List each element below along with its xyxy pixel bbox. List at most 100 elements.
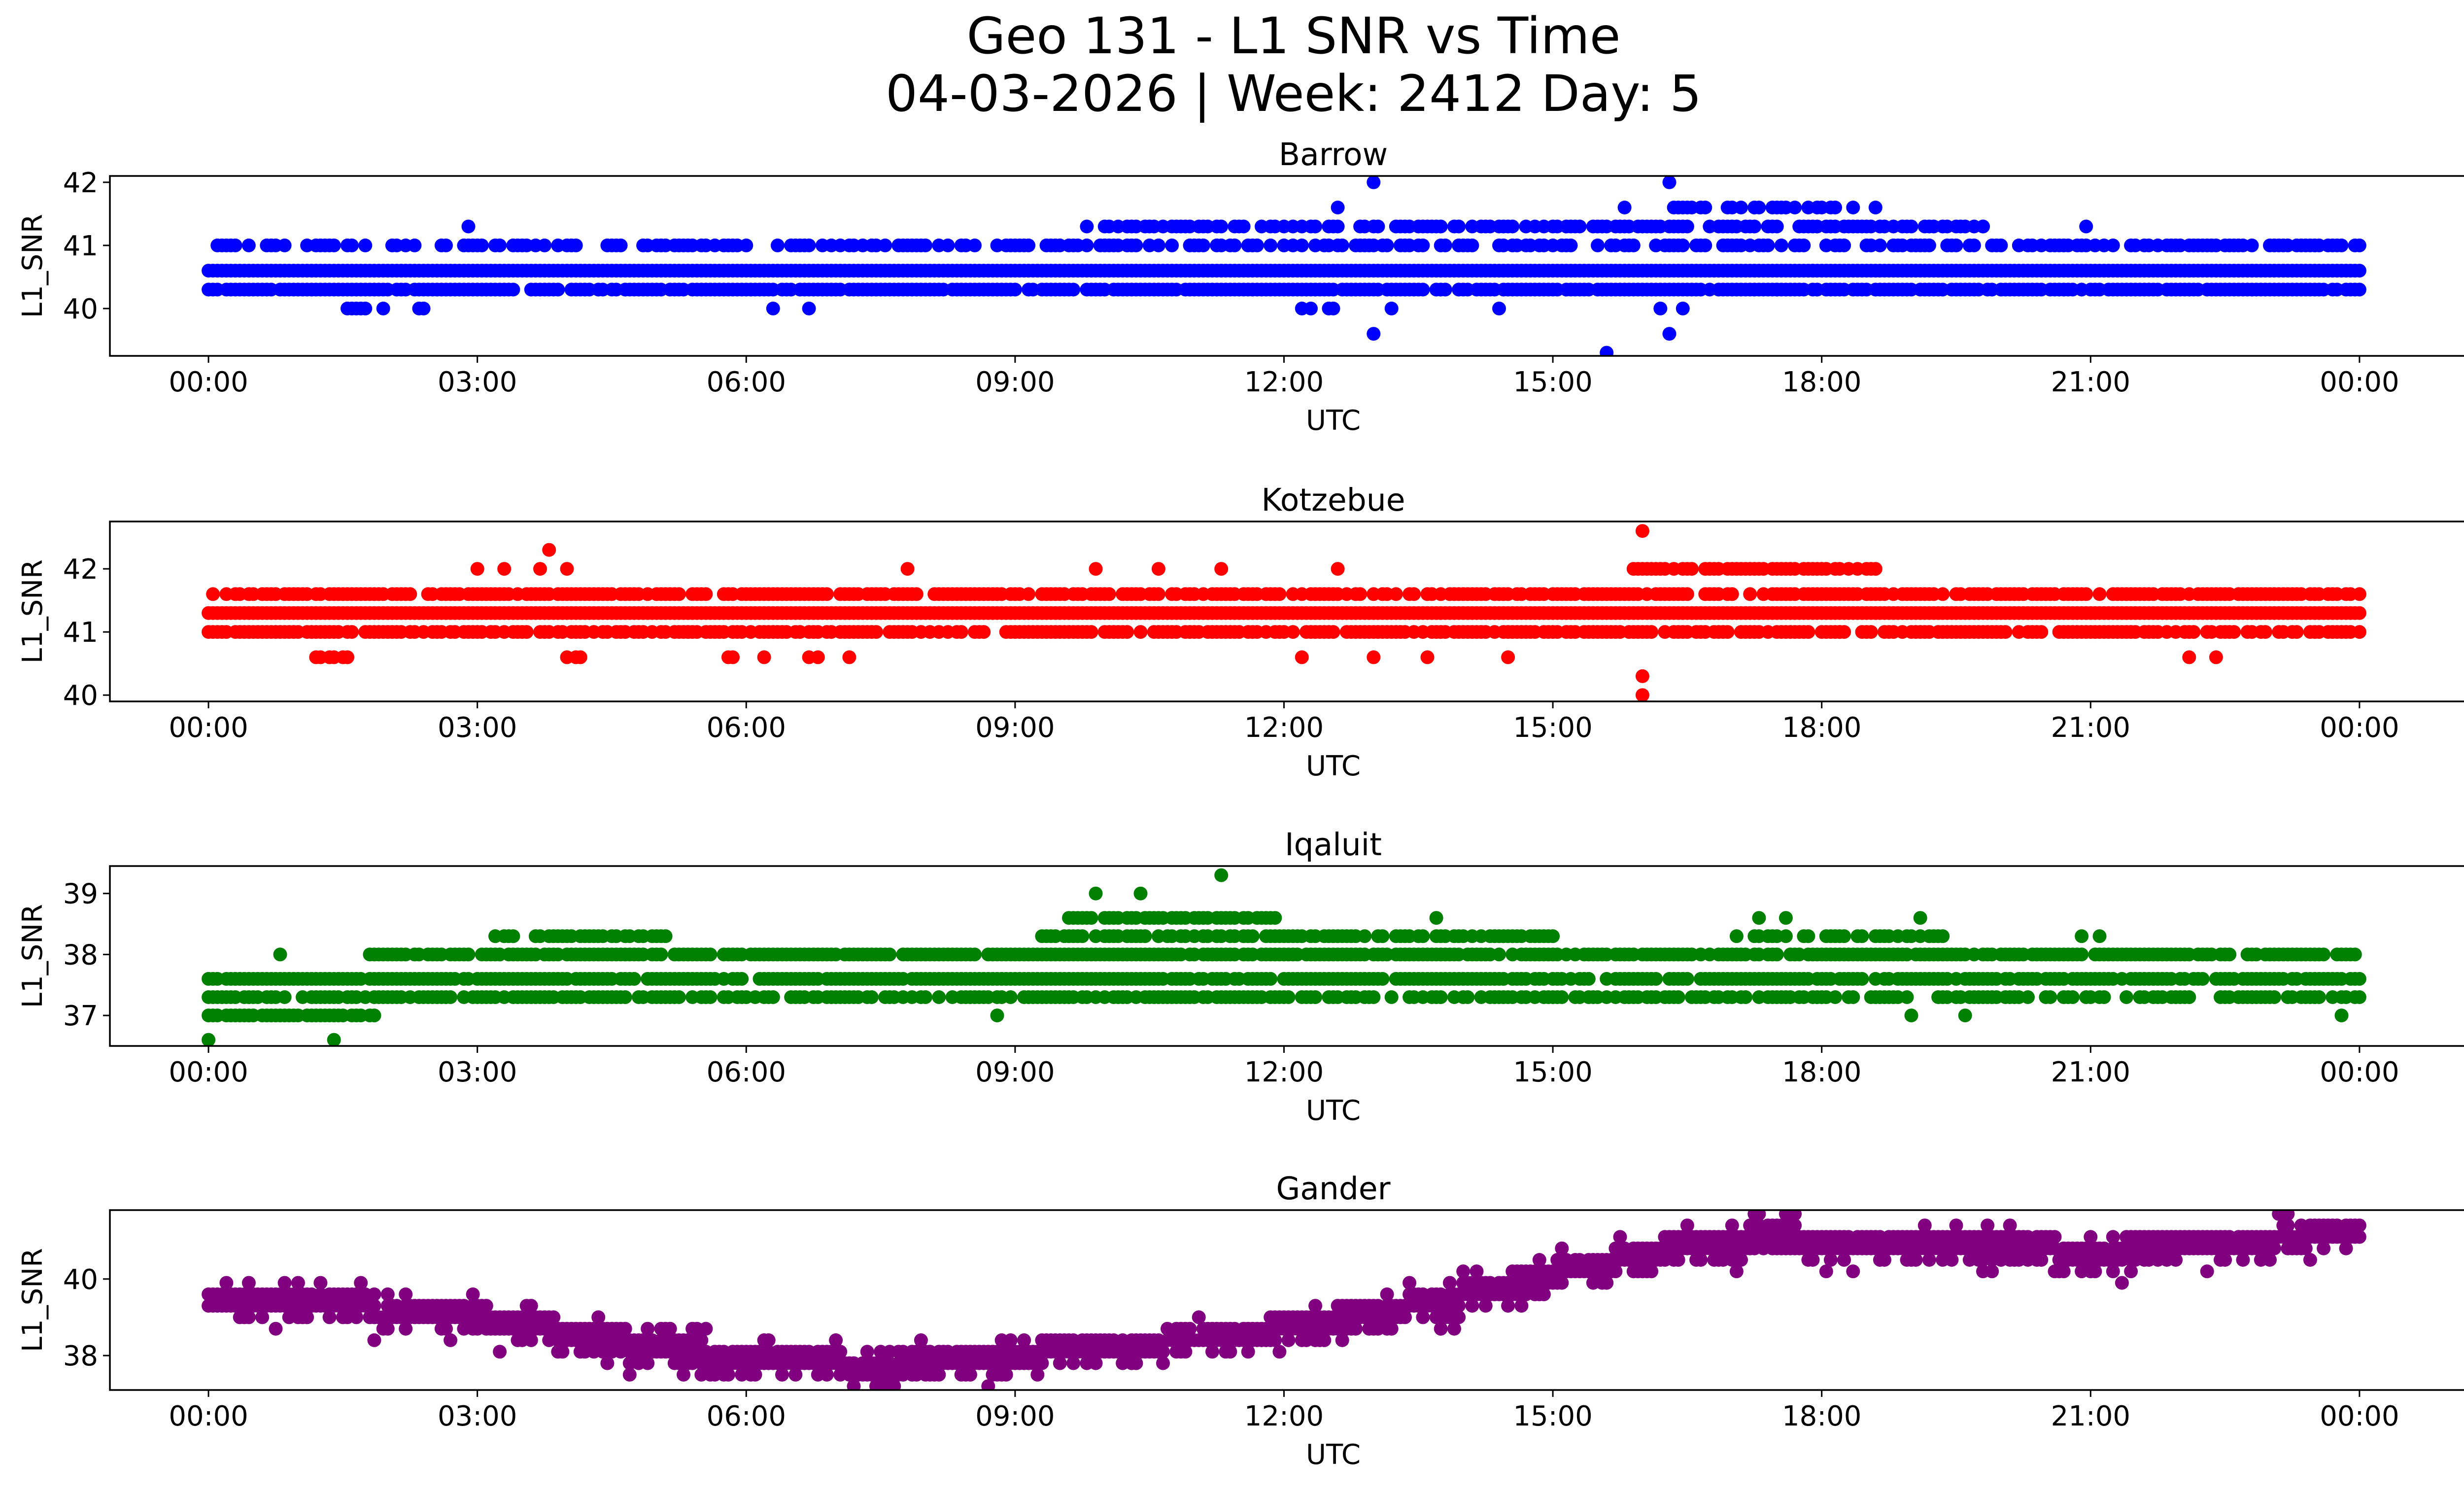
data-point bbox=[1192, 1310, 1206, 1324]
x-tick-label: 21:00 bbox=[2051, 1056, 2130, 1088]
x-tick-label: 12:00 bbox=[1244, 712, 1324, 744]
data-point bbox=[1900, 990, 1914, 1004]
data-point bbox=[1685, 562, 1699, 576]
data-point bbox=[672, 587, 686, 601]
data-point bbox=[444, 990, 458, 1004]
data-point bbox=[1725, 587, 1739, 601]
data-point bbox=[1089, 886, 1103, 901]
data-point bbox=[1456, 1264, 1471, 1279]
y-tick-label: 41 bbox=[63, 617, 98, 649]
data-point bbox=[1649, 972, 1663, 986]
data-point bbox=[1066, 1356, 1081, 1370]
data-point bbox=[1053, 1356, 1067, 1370]
data-point bbox=[2075, 947, 2089, 962]
data-point bbox=[968, 238, 982, 252]
data-point bbox=[1676, 238, 1690, 252]
data-point bbox=[883, 947, 897, 962]
data-point bbox=[2352, 625, 2366, 639]
data-point bbox=[206, 587, 220, 601]
data-point bbox=[627, 972, 641, 986]
figure-subtitle: 04-03-2026 | Week: 2412 Day: 5 bbox=[886, 65, 1702, 123]
data-points bbox=[202, 1210, 2366, 1390]
data-point bbox=[1250, 238, 1264, 252]
data-point bbox=[1626, 238, 1641, 252]
data-point bbox=[1734, 201, 1748, 214]
data-point bbox=[990, 1008, 1004, 1023]
data-point bbox=[1671, 1253, 1685, 1267]
data-point bbox=[1447, 1321, 1461, 1336]
data-point bbox=[658, 929, 673, 943]
data-point bbox=[1389, 587, 1403, 601]
data-point bbox=[1591, 238, 1605, 252]
data-point bbox=[1308, 990, 1323, 1004]
x-tick-label: 18:00 bbox=[1782, 366, 1861, 398]
data-point bbox=[1080, 238, 1094, 252]
data-point bbox=[241, 238, 256, 252]
data-point bbox=[1752, 1210, 1766, 1221]
x-axis-label: UTC bbox=[1306, 750, 1361, 782]
data-point bbox=[614, 238, 628, 252]
subplot-gander: 00:00 03:00 06:00 09:00 12:00 15:00 18:00 21:00… bbox=[17, 1171, 2464, 1471]
data-point bbox=[1384, 1321, 1399, 1336]
data-point bbox=[1734, 1253, 1748, 1267]
subplot-iqaluit: 00:00 03:00 06:00 09:00 12:00 15:00 18:00 21:00… bbox=[17, 827, 2464, 1127]
data-point bbox=[313, 1276, 328, 1290]
data-point bbox=[2223, 947, 2237, 962]
subplots: 00:00 03:00 06:00 09:00 12:00 15:00 18:00 21:00… bbox=[17, 137, 2464, 1471]
data-point bbox=[977, 625, 991, 639]
data-point bbox=[1008, 282, 1022, 297]
data-point bbox=[1976, 219, 1990, 234]
data-point bbox=[367, 1299, 381, 1313]
data-point bbox=[820, 1367, 834, 1382]
data-point bbox=[748, 1367, 762, 1382]
data-point bbox=[1416, 238, 1430, 252]
data-point bbox=[1416, 1310, 1430, 1324]
data-point bbox=[560, 562, 574, 576]
data-point bbox=[739, 238, 753, 252]
data-point bbox=[1770, 219, 1784, 234]
data-point bbox=[497, 562, 512, 576]
data-point bbox=[735, 972, 749, 986]
data-point bbox=[1214, 868, 1229, 882]
data-point bbox=[1729, 1264, 1744, 1279]
data-point bbox=[2317, 947, 2331, 962]
data-point bbox=[327, 1033, 341, 1046]
data-point bbox=[1801, 929, 1815, 943]
data-point bbox=[1017, 1333, 1031, 1347]
data-point bbox=[726, 650, 740, 664]
data-point bbox=[932, 990, 946, 1004]
data-point bbox=[367, 1287, 381, 1301]
data-point bbox=[1949, 238, 1963, 252]
data-point bbox=[1367, 990, 1381, 1004]
data-point bbox=[1434, 219, 1448, 234]
data-point bbox=[1492, 301, 1506, 315]
data-point bbox=[1375, 972, 1390, 986]
data-point bbox=[1680, 219, 1694, 234]
data-point bbox=[1268, 1333, 1282, 1347]
axes-frame bbox=[109, 865, 2464, 1047]
data-point bbox=[269, 1321, 283, 1336]
data-point bbox=[699, 1321, 713, 1336]
data-point bbox=[1671, 990, 1685, 1004]
data-point bbox=[2334, 1008, 2349, 1023]
x-tick-label: 00:00 bbox=[169, 712, 248, 744]
data-point bbox=[1752, 911, 1766, 925]
x-axis-label: UTC bbox=[1306, 1095, 1361, 1127]
data-point bbox=[663, 1321, 677, 1336]
data-point bbox=[1635, 669, 1649, 683]
data-point bbox=[766, 990, 780, 1004]
data-point bbox=[1913, 911, 1927, 925]
data-point bbox=[968, 947, 982, 962]
data-point bbox=[2227, 625, 2241, 639]
data-point bbox=[439, 1321, 453, 1336]
x-tick-label: 18:00 bbox=[1782, 712, 1861, 744]
data-point bbox=[2348, 947, 2362, 962]
y-tick-label: 42 bbox=[63, 167, 98, 199]
data-point bbox=[2352, 606, 2366, 620]
data-point bbox=[654, 947, 668, 962]
data-point bbox=[1245, 929, 1260, 943]
data-point bbox=[963, 1367, 977, 1382]
data-point bbox=[399, 1321, 413, 1336]
data-point bbox=[909, 587, 924, 601]
data-point bbox=[761, 1333, 776, 1347]
